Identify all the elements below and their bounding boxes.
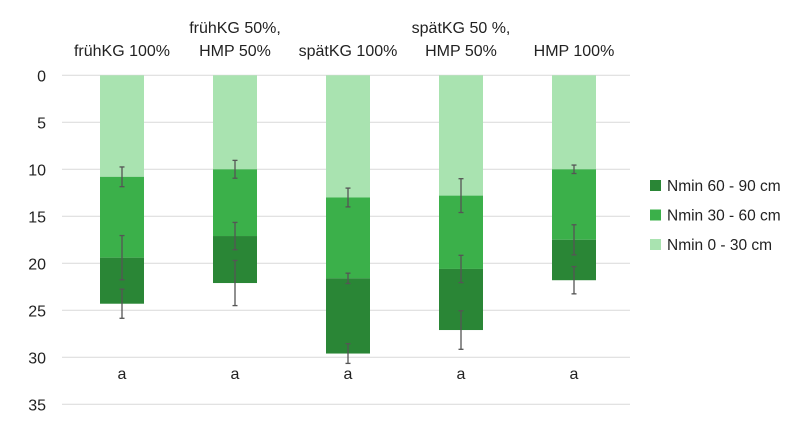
bar-segment — [439, 75, 483, 196]
legend-label: Nmin 0 - 30 cm — [667, 237, 772, 254]
y-tick-label: 20 — [28, 256, 46, 273]
y-tick-label: 15 — [28, 209, 46, 226]
category-label: HMP 50% — [425, 43, 497, 60]
bar-segment — [326, 75, 370, 198]
category-label: frühKG 50%, — [189, 20, 281, 37]
category-label: HMP 100% — [534, 43, 615, 60]
significance-letter: a — [457, 366, 466, 383]
y-tick-label: 35 — [28, 397, 46, 414]
significance-letter: a — [344, 366, 353, 383]
legend-swatch — [650, 180, 661, 191]
significance-letter: a — [231, 366, 240, 383]
y-tick-label: 25 — [28, 303, 46, 320]
legend-label: Nmin 30 - 60 cm — [667, 208, 781, 225]
significance-letter: a — [570, 366, 579, 383]
bar-segment — [100, 75, 144, 177]
y-tick-label: 0 — [37, 68, 46, 85]
y-tick-label: 30 — [28, 350, 46, 367]
y-tick-label: 5 — [37, 115, 46, 132]
legend-swatch — [650, 239, 661, 250]
y-tick-label: 10 — [28, 162, 46, 179]
legend-label: Nmin 60 - 90 cm — [667, 178, 781, 195]
bar-segment — [326, 278, 370, 354]
category-label: spätKG 50 %, — [412, 20, 511, 37]
category-label: frühKG 100% — [74, 43, 170, 60]
category-label: HMP 50% — [199, 43, 271, 60]
bar-segment — [326, 197, 370, 279]
legend-swatch — [650, 209, 661, 221]
significance-letter: a — [118, 366, 127, 383]
category-label: spätKG 100% — [299, 43, 398, 60]
bar-segment — [552, 75, 596, 170]
bar-segment — [213, 75, 257, 170]
